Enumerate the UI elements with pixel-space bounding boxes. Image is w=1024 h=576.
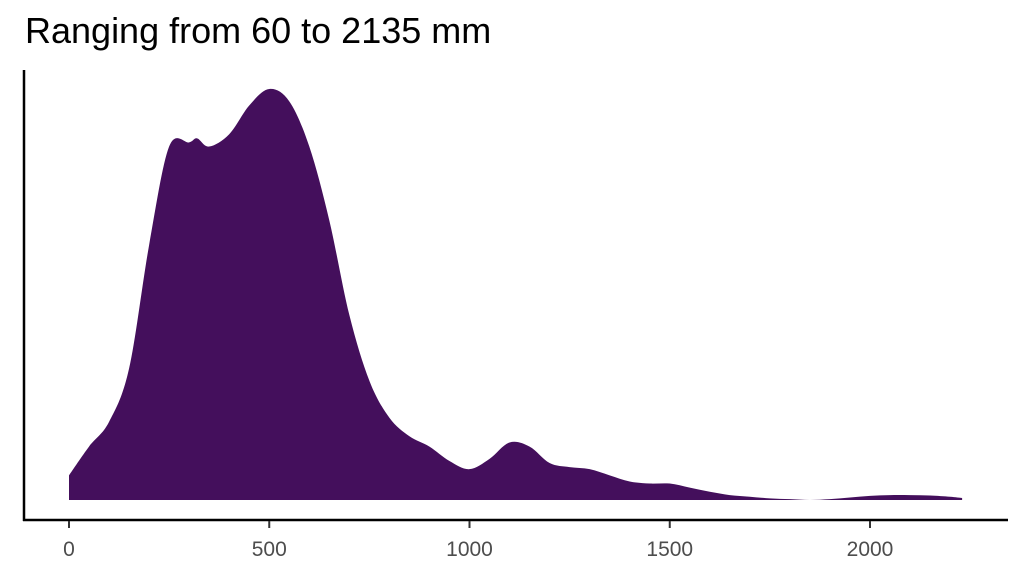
x-tick-label: 1000 bbox=[446, 538, 493, 561]
density-fill bbox=[69, 88, 963, 500]
x-axis-ticks: 0 500 1000 1500 2000 bbox=[63, 521, 893, 561]
x-tick-label: 500 bbox=[252, 538, 287, 561]
chart-title: Ranging from 60 to 2135 mm bbox=[25, 10, 492, 51]
x-tick-label: 2000 bbox=[847, 538, 894, 561]
density-area bbox=[69, 88, 963, 500]
x-tick-label: 1500 bbox=[646, 538, 693, 561]
x-tick-label: 0 bbox=[63, 538, 75, 561]
